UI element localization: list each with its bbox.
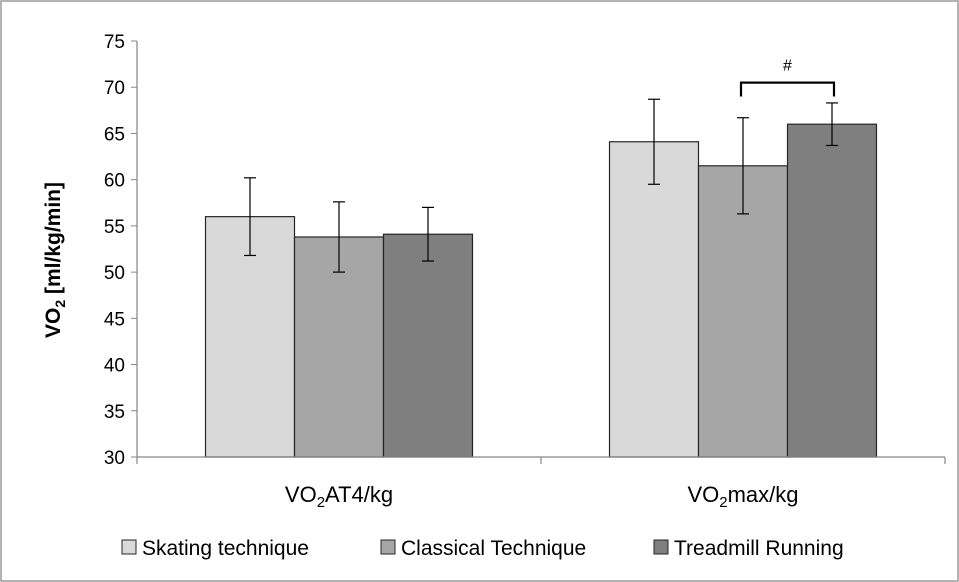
y-tick-label: 70	[104, 78, 125, 99]
significance-bracket	[739, 81, 836, 97]
category-label-sub: 2	[317, 494, 325, 511]
bar	[608, 141, 700, 458]
legend-label: Treadmill Running	[674, 537, 844, 560]
y-axis-label-rest: [ml/kg/min]	[42, 182, 65, 300]
category-label: VO2max/kg	[687, 482, 798, 511]
y-axis-label-sub: 2	[52, 300, 68, 308]
y-axis-label-main: VO	[42, 308, 65, 338]
annotations-group: #	[739, 58, 836, 97]
y-tick-label: 40	[104, 356, 125, 377]
y-tick-label: 55	[104, 217, 125, 238]
y-tick-label: 65	[104, 124, 125, 145]
legend-label: Skating technique	[142, 537, 309, 560]
y-tick-label: 35	[104, 402, 125, 423]
y-tick-label: 30	[104, 448, 125, 469]
category-label: VO2AT4/kg	[285, 482, 393, 511]
legend-label: Classical Technique	[401, 537, 586, 560]
legend-swatch	[380, 539, 396, 555]
y-tick-label: 50	[104, 263, 125, 284]
legend: Skating technique Classical Technique Trea…	[121, 537, 844, 560]
category-label-rest: AT4/kg	[325, 482, 393, 507]
category-labels: VO2AT4/kg VO2max/kg	[285, 482, 799, 511]
category-label-rest: max/kg	[728, 482, 799, 507]
bar	[382, 233, 474, 458]
legend-swatch	[121, 539, 137, 555]
legend-swatch	[653, 539, 669, 555]
y-axis: 30 35 40 45 50 55 60 65 70 75	[104, 32, 137, 469]
error-bars-group	[244, 98, 838, 273]
y-tick-label: 60	[104, 171, 125, 192]
y-tick-label: 45	[104, 309, 125, 330]
bar	[786, 123, 878, 458]
category-label-main: VO	[687, 482, 719, 507]
category-label-sub: 2	[719, 494, 727, 511]
category-label-main: VO	[285, 482, 317, 507]
axes-group	[136, 41, 946, 464]
y-axis-label: VO2 [ml/kg/min]	[42, 182, 68, 338]
significance-marker: #	[783, 58, 792, 75]
y-tick-label: 75	[104, 32, 125, 53]
bar	[204, 216, 296, 458]
